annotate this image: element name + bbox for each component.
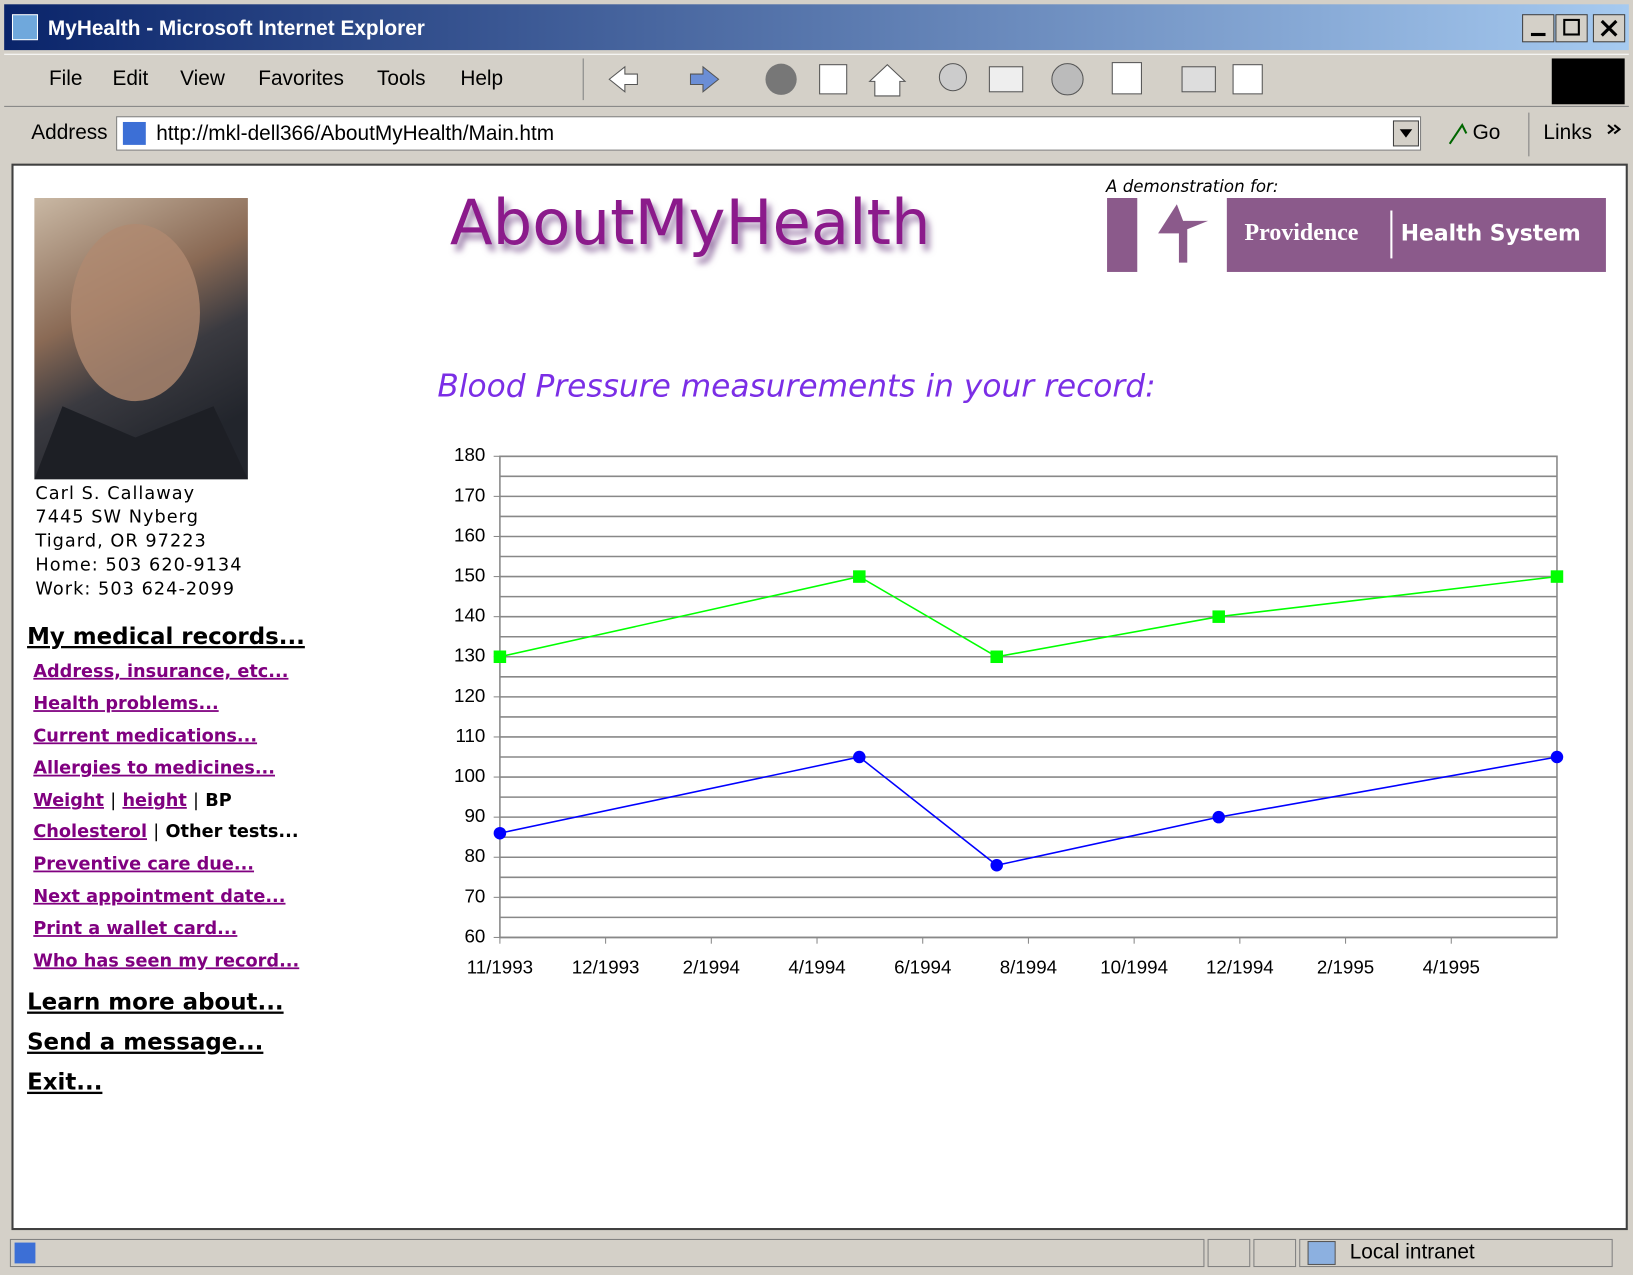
patient-line: 7445 SW Nyberg	[35, 508, 199, 528]
x-tick-label: 8/1994	[1000, 957, 1057, 978]
y-tick-label: 130	[454, 645, 485, 666]
search-button[interactable]	[939, 64, 966, 91]
chart-title: Blood Pressure measurements in your reco…	[437, 369, 1155, 405]
nav-heading[interactable]: My medical records...	[27, 624, 305, 650]
y-tick-label: 150	[454, 565, 485, 586]
separator: |	[110, 791, 116, 811]
data-point	[1551, 570, 1563, 582]
logo: AboutMyHealth	[450, 186, 931, 259]
zone-label: Local intranet	[1350, 1240, 1475, 1263]
nav-section[interactable]: Learn more about...	[27, 990, 284, 1016]
separator: |	[153, 822, 159, 842]
maximize-button[interactable]	[1556, 15, 1587, 42]
y-tick-label: 170	[454, 484, 485, 505]
mail-button[interactable]	[1112, 63, 1141, 94]
nav-link[interactable]: Print a wallet card...	[33, 919, 237, 939]
patient-line: Work: 503 624-2099	[35, 580, 235, 600]
data-point	[853, 751, 865, 763]
y-tick-label: 70	[464, 885, 485, 906]
patient-line: Tigard, OR 97223	[34, 532, 206, 552]
menu-item[interactable]: File	[49, 67, 83, 90]
y-tick-label: 60	[464, 925, 485, 946]
app-icon	[12, 15, 37, 40]
x-tick-label: 6/1994	[894, 957, 951, 978]
y-tick-label: 180	[454, 444, 485, 465]
nav-link[interactable]: Allergies to medicines...	[33, 759, 275, 779]
refresh-button[interactable]	[820, 65, 847, 94]
nav-link[interactable]: Cholesterol	[33, 822, 147, 842]
nav-current: BP	[205, 791, 231, 811]
patient-line: Carl S. Callaway	[35, 484, 195, 504]
window-buttons[interactable]	[1523, 15, 1625, 42]
windows-logo	[1552, 58, 1625, 104]
address-url[interactable]: http://mkl-dell366/AboutMyHealth/Main.ht…	[156, 122, 554, 145]
nav-section[interactable]: Send a message...	[27, 1030, 263, 1056]
y-tick-label: 160	[454, 524, 485, 545]
menu-item[interactable]: Edit	[112, 67, 148, 90]
address-label: Address	[31, 121, 107, 144]
favorites-button[interactable]	[989, 67, 1022, 92]
y-tick-label: 80	[464, 845, 485, 866]
x-tick-label: 4/1994	[788, 957, 845, 978]
y-tick-label: 120	[454, 685, 485, 706]
nav-link[interactable]: Current medications...	[33, 726, 257, 746]
body: MyHealth - Microsoft Internet Explorer F…	[0, 0, 1633, 1275]
menu-item[interactable]: Tools	[377, 67, 426, 90]
data-point	[990, 859, 1002, 871]
page-icon	[123, 122, 146, 145]
data-point	[1212, 811, 1224, 823]
x-tick-label: 12/1994	[1206, 957, 1274, 978]
page: Page { "window": {"title": "MyHealth - M…	[0, 0, 1633, 1275]
sponsor-name: Providence	[1245, 220, 1359, 246]
data-point	[853, 570, 865, 582]
menu-item[interactable]: Favorites	[258, 67, 344, 90]
go-button[interactable]: Go	[1473, 121, 1501, 144]
sponsor-band	[1107, 198, 1137, 272]
x-tick-label: 12/1993	[572, 957, 640, 978]
data-point	[494, 827, 506, 839]
nav-link[interactable]: Next appointment date...	[33, 887, 285, 907]
links-button[interactable]: Links	[1543, 121, 1592, 144]
data-point	[494, 651, 506, 663]
y-tick-label: 110	[455, 725, 485, 746]
x-tick-label: 11/1993	[467, 957, 533, 978]
patient-line: Home: 503 620-9134	[35, 556, 242, 576]
edit-button[interactable]	[1233, 65, 1262, 94]
photo-face	[71, 224, 200, 401]
data-point	[1212, 610, 1224, 622]
nav-link[interactable]: Preventive care due...	[33, 855, 254, 875]
x-tick-label: 2/1995	[1317, 957, 1374, 978]
y-tick-label: 140	[454, 605, 485, 626]
separator: |	[193, 791, 199, 811]
zone-icon	[1308, 1242, 1335, 1265]
data-point	[1551, 751, 1563, 763]
window-title: MyHealth - Microsoft Internet Explorer	[48, 17, 425, 40]
demo-note: A demonstration for:	[1105, 177, 1278, 196]
minimize-button[interactable]	[1523, 15, 1554, 42]
menu-item[interactable]: View	[180, 67, 226, 90]
status-icon	[15, 1243, 36, 1264]
nav-link[interactable]: Address, insurance, etc...	[33, 662, 288, 682]
y-tick-label: 100	[454, 765, 485, 786]
x-tick-label: 4/1995	[1423, 957, 1480, 978]
nav-link[interactable]: height	[122, 791, 187, 811]
sponsor-system: Health System	[1401, 221, 1581, 246]
nav-row: Cholesterol | Other tests...	[33, 822, 298, 842]
data-point	[990, 651, 1002, 663]
nav-link[interactable]: Health problems...	[33, 694, 218, 714]
nav-current: Other tests...	[165, 822, 298, 842]
nav-link[interactable]: Weight	[33, 791, 104, 811]
print-button[interactable]	[1182, 67, 1215, 92]
stop-button[interactable]	[765, 64, 796, 95]
y-tick-label: 90	[464, 805, 485, 826]
browser-window: MyHealth - Microsoft Internet Explorer F…	[0, 0, 1633, 1275]
nav-section[interactable]: Exit...	[27, 1070, 102, 1096]
x-tick-label: 10/1994	[1100, 957, 1168, 978]
history-button[interactable]	[1052, 64, 1083, 95]
nav-link[interactable]: Who has seen my record...	[33, 951, 299, 971]
menu-item[interactable]: Help	[460, 67, 503, 90]
x-tick-label: 2/1994	[683, 957, 740, 978]
